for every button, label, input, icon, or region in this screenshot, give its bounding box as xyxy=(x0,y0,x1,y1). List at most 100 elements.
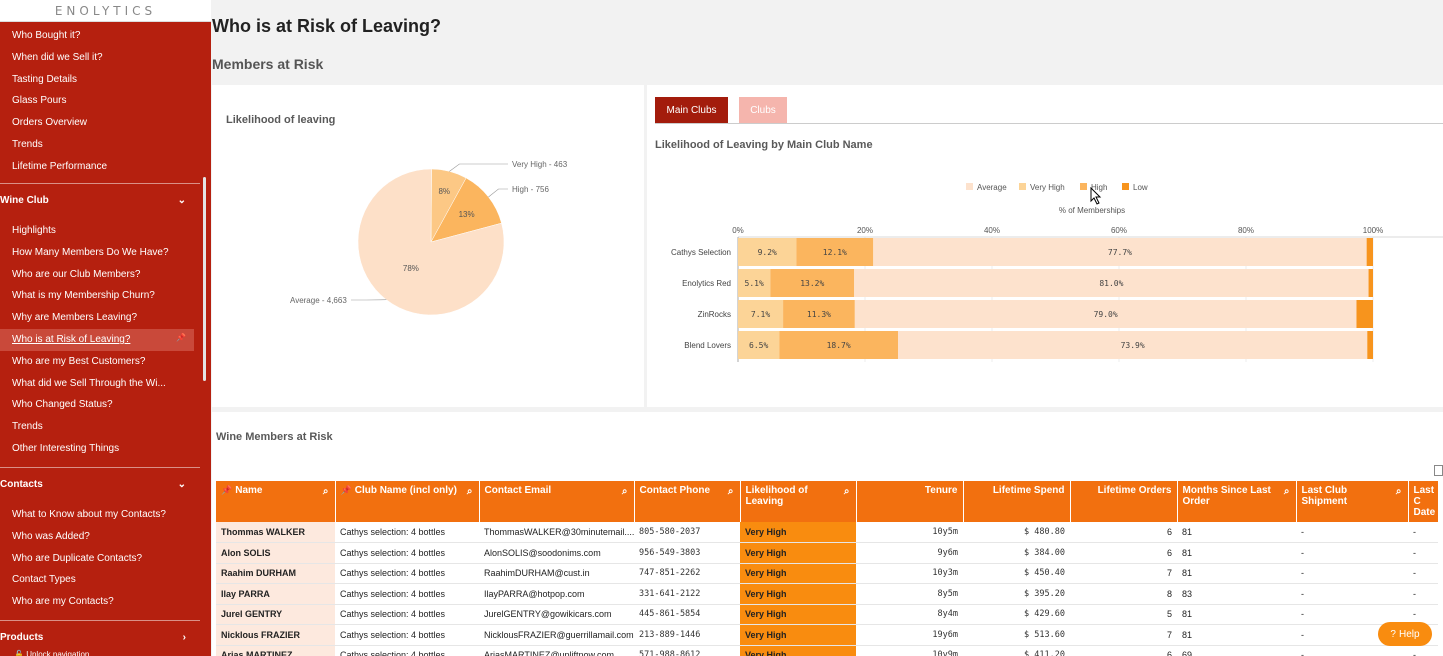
sidebar-item[interactable]: Glass Pours xyxy=(12,95,67,107)
bar-segment[interactable] xyxy=(738,269,771,297)
bar-segment[interactable] xyxy=(1356,300,1373,328)
sidebar-item[interactable]: Tasting Details xyxy=(12,73,78,85)
sidebar-item[interactable]: Trends xyxy=(12,421,43,433)
search-icon[interactable]: ⌕ xyxy=(466,486,473,497)
bar-segment[interactable] xyxy=(854,300,1357,328)
bar-segment[interactable] xyxy=(738,300,784,328)
bar-segment[interactable] xyxy=(738,238,797,266)
legend-swatch[interactable] xyxy=(1122,183,1129,190)
column-header[interactable]: 📌 Name ⌕ xyxy=(216,481,336,522)
bar-segment[interactable] xyxy=(738,331,780,359)
sidebar-section-wine-club[interactable]: Wine Club ⌄ xyxy=(0,195,194,206)
sidebar-item[interactable]: Other Interesting Things xyxy=(12,443,120,454)
search-icon[interactable]: ⌕ xyxy=(843,486,850,497)
table-row[interactable]: Thommas WALKER Cathys selection: 4 bottle… xyxy=(216,522,1438,543)
sidebar-item[interactable]: What did we Sell Through the Wi... xyxy=(12,377,166,389)
pin-icon[interactable]: 📌 xyxy=(221,485,233,495)
sidebar-item-active[interactable]: Who is at Risk of Leaving? xyxy=(12,334,131,345)
bar-segment[interactable] xyxy=(1366,238,1373,266)
bar-segment[interactable] xyxy=(1367,331,1373,359)
column-header[interactable]: Lifetime Orders xyxy=(1070,481,1178,522)
table-cell: Alon SOLIS xyxy=(216,542,335,564)
pie-slice[interactable] xyxy=(357,168,505,316)
table-row[interactable]: Alon SOLIS Cathys selection: 4 bottles Alo… xyxy=(216,542,1438,564)
table-row[interactable]: Jurel GENTRY Cathys selection: 4 bottles J… xyxy=(216,604,1438,625)
bar-segment[interactable] xyxy=(854,269,1369,297)
search-icon[interactable]: ⌕ xyxy=(1395,486,1402,497)
table-row[interactable]: Nicklous FRAZIER Cathys selection: 4 bott… xyxy=(216,624,1438,646)
pin-icon[interactable]: 📌 xyxy=(340,485,352,495)
sidebar-scrollbar[interactable] xyxy=(203,177,206,381)
sidebar-item[interactable]: Why are Members Leaving? xyxy=(12,312,138,324)
pie-slice[interactable] xyxy=(430,177,502,243)
sidebar-item[interactable]: Who are my Best Customers? xyxy=(12,355,146,367)
sidebar-section-products[interactable]: Products › xyxy=(0,632,194,643)
sidebar-item[interactable]: Who Bought it? xyxy=(12,30,81,41)
sidebar-item[interactable]: When did we Sell it? xyxy=(12,51,103,63)
tab-clubs[interactable]: Clubs xyxy=(739,97,787,123)
legend-label[interactable]: Low xyxy=(1133,183,1148,192)
legend-label[interactable]: High xyxy=(1091,183,1107,192)
legend-swatch[interactable] xyxy=(1080,183,1087,190)
sidebar-item[interactable]: What to Know about my Contacts? xyxy=(12,509,166,520)
mouse-cursor-icon xyxy=(1090,187,1102,205)
app-logo[interactable]: ENOLYTICS xyxy=(0,0,211,22)
sidebar-item[interactable]: Trends xyxy=(12,139,43,150)
table-cell: 747-851-2262 xyxy=(634,563,740,584)
legend-label[interactable]: Very High xyxy=(1030,183,1065,192)
table-row[interactable]: Raahim DURHAM Cathys selection: 4 bottles… xyxy=(216,563,1438,584)
pin-icon[interactable]: 📌 xyxy=(176,333,186,342)
legend-swatch[interactable] xyxy=(966,183,973,190)
bar-segment[interactable] xyxy=(779,331,899,359)
column-header[interactable]: Months Since Last Order ⌕ xyxy=(1177,481,1297,522)
column-header[interactable]: Last C Date xyxy=(1408,481,1439,522)
sidebar-item[interactable]: Who are Duplicate Contacts? xyxy=(12,552,143,564)
legend-swatch[interactable] xyxy=(1019,183,1026,190)
bar-segment[interactable] xyxy=(1368,269,1373,297)
table-cell: 6 xyxy=(1070,645,1177,656)
tab-main-clubs[interactable]: Main Clubs xyxy=(655,97,728,123)
sidebar-item[interactable]: Orders Overview xyxy=(12,117,88,129)
sidebar-item[interactable]: Highlights xyxy=(12,225,56,236)
column-header[interactable]: Contact Phone ⌕ xyxy=(634,481,741,522)
bar-segment[interactable] xyxy=(783,300,855,328)
sidebar-item[interactable]: Who was Added? xyxy=(12,530,90,542)
legend-label[interactable]: Average xyxy=(977,183,1007,192)
table-cell: $ 480.80 xyxy=(963,522,1070,543)
help-button[interactable]: ? Help xyxy=(1378,622,1432,646)
unlock-navigation-link[interactable]: 🔓 Unlock navigation xyxy=(14,650,89,656)
sidebar-item[interactable]: Who are our Club Members? xyxy=(12,268,141,280)
pie-chart[interactable]: 8% 13% 78% Very High - 463 High - 756 Average… xyxy=(212,85,644,407)
sidebar-item[interactable]: Who Changed Status? xyxy=(12,399,113,411)
column-header[interactable]: 📌 Club Name (incl only) ⌕ xyxy=(335,481,480,522)
table-cell: 81 xyxy=(1177,624,1296,646)
bar-segment[interactable] xyxy=(770,269,855,297)
expand-icon[interactable] xyxy=(1434,465,1443,476)
table-cell: $ 513.60 xyxy=(963,624,1070,646)
column-header[interactable]: Tenure xyxy=(856,481,964,522)
table-cell: Very High xyxy=(740,604,856,625)
bar-data-label: 12.1% xyxy=(823,248,847,257)
sidebar-item[interactable]: How Many Members Do We Have? xyxy=(12,246,169,258)
bar-segment[interactable] xyxy=(796,238,874,266)
sidebar-section-contacts[interactable]: Contacts ⌄ xyxy=(0,479,194,490)
search-icon[interactable]: ⌕ xyxy=(322,486,329,497)
table-row[interactable]: Arias MARTINEZ Cathys selection: 4 bottle… xyxy=(216,645,1438,656)
column-header[interactable]: Lifetime Spend xyxy=(963,481,1071,522)
bar-segment[interactable] xyxy=(873,238,1367,266)
sidebar-item[interactable]: Who are my Contacts? xyxy=(12,596,114,608)
table-row[interactable]: Ilay PARRA Cathys selection: 4 bottles Ila… xyxy=(216,583,1438,605)
sidebar-item[interactable]: Lifetime Performance xyxy=(12,160,108,172)
column-header[interactable]: Last Club Shipment ⌕ xyxy=(1296,481,1409,522)
search-icon[interactable]: ⌕ xyxy=(621,486,628,497)
column-header[interactable]: Contact Email ⌕ xyxy=(479,481,635,522)
bar-chart[interactable]: Average Very High High Low % of Memberships 0… xyxy=(647,85,1443,407)
sidebar-item[interactable]: Contact Types xyxy=(12,574,76,586)
section-label: Products xyxy=(0,632,44,643)
search-icon[interactable]: ⌕ xyxy=(727,486,734,497)
sidebar-item[interactable]: What is my Membership Churn? xyxy=(12,290,155,302)
bar-segment[interactable] xyxy=(898,331,1368,359)
y-tick-label: Blend Lovers xyxy=(684,341,731,350)
column-header[interactable]: Likelihood of Leaving ⌕ xyxy=(740,481,857,522)
search-icon[interactable]: ⌕ xyxy=(1283,486,1290,497)
